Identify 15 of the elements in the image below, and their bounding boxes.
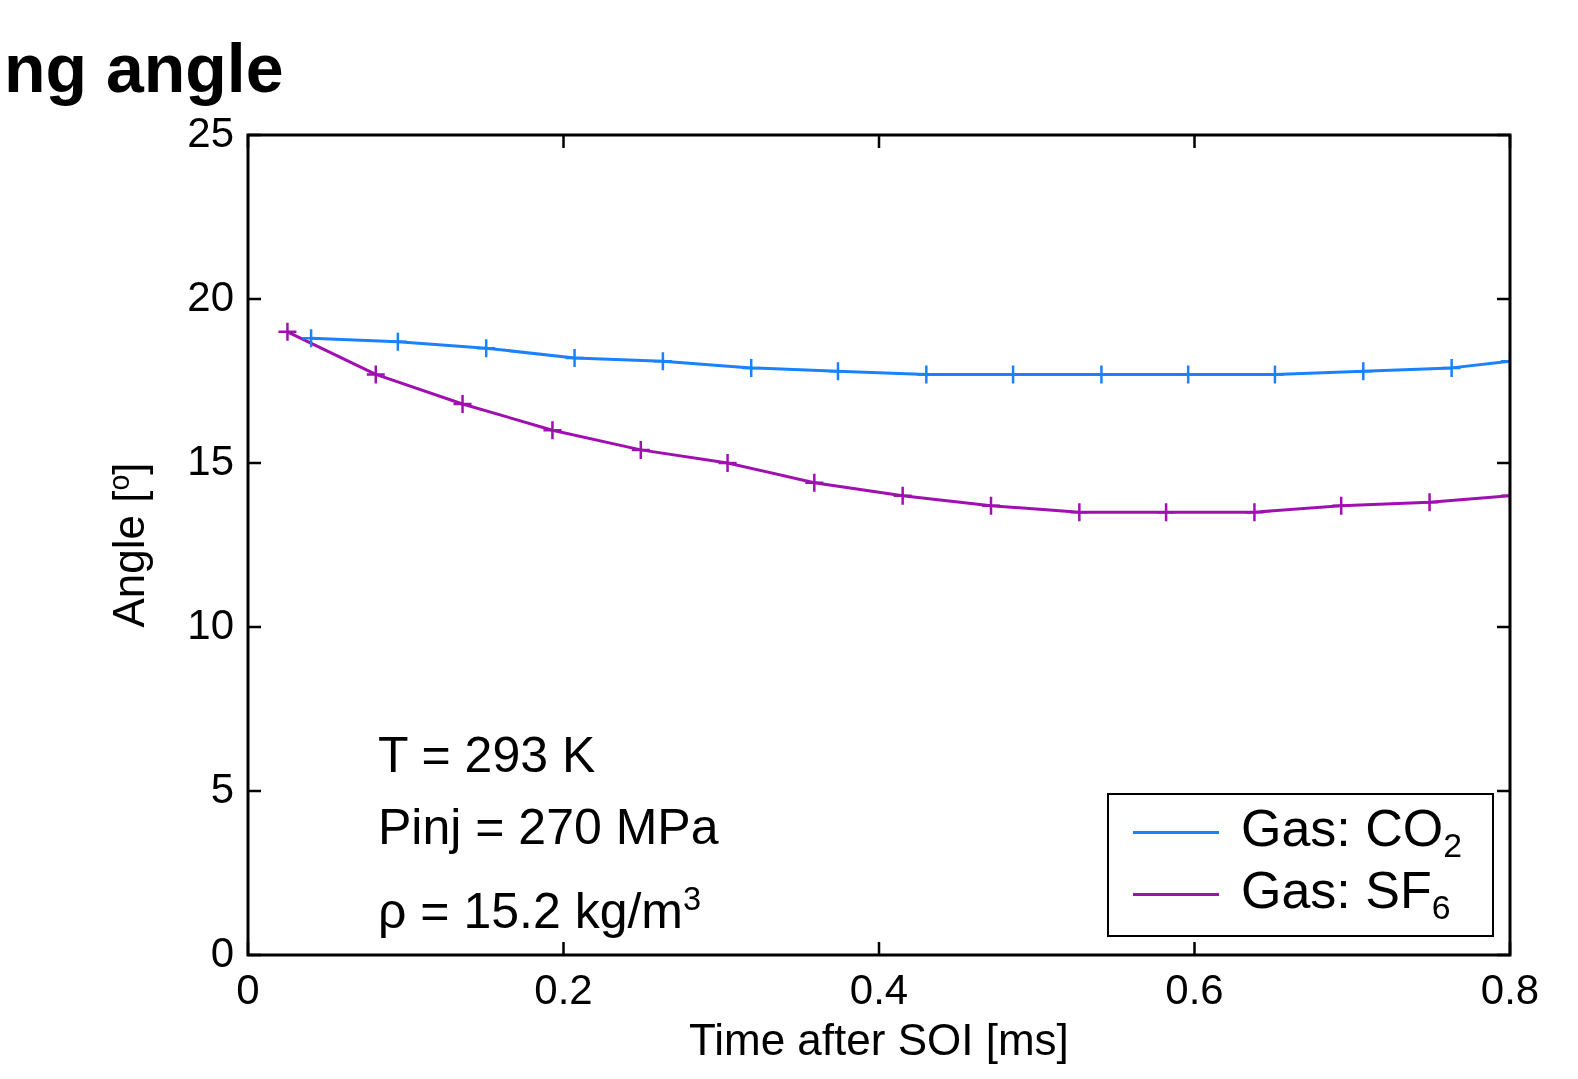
- y-tick-label: 0: [210, 928, 234, 976]
- y-tick-label: 25: [187, 108, 234, 156]
- x-tick-label: 0.8: [1480, 965, 1540, 1013]
- x-tick-label: 0.2: [534, 965, 593, 1013]
- x-axis-title: Time after SOI [ms]: [689, 1015, 1069, 1064]
- chart-title: ng angle: [4, 30, 284, 106]
- x-tick-label: 0.6: [1165, 965, 1224, 1013]
- y-tick-label: 10: [187, 600, 234, 648]
- y-tick-label: 15: [187, 436, 234, 484]
- annotation: T = 293 K: [378, 726, 597, 785]
- x-tick-label: 0.4: [849, 965, 909, 1013]
- annotation: ρ = 15.2 kg/m$^{3}$: [378, 880, 703, 941]
- y-tick-label: 5: [210, 764, 234, 812]
- annotation: Pinj = 270 MPa: [378, 798, 719, 857]
- y-tick-label: 20: [187, 272, 234, 320]
